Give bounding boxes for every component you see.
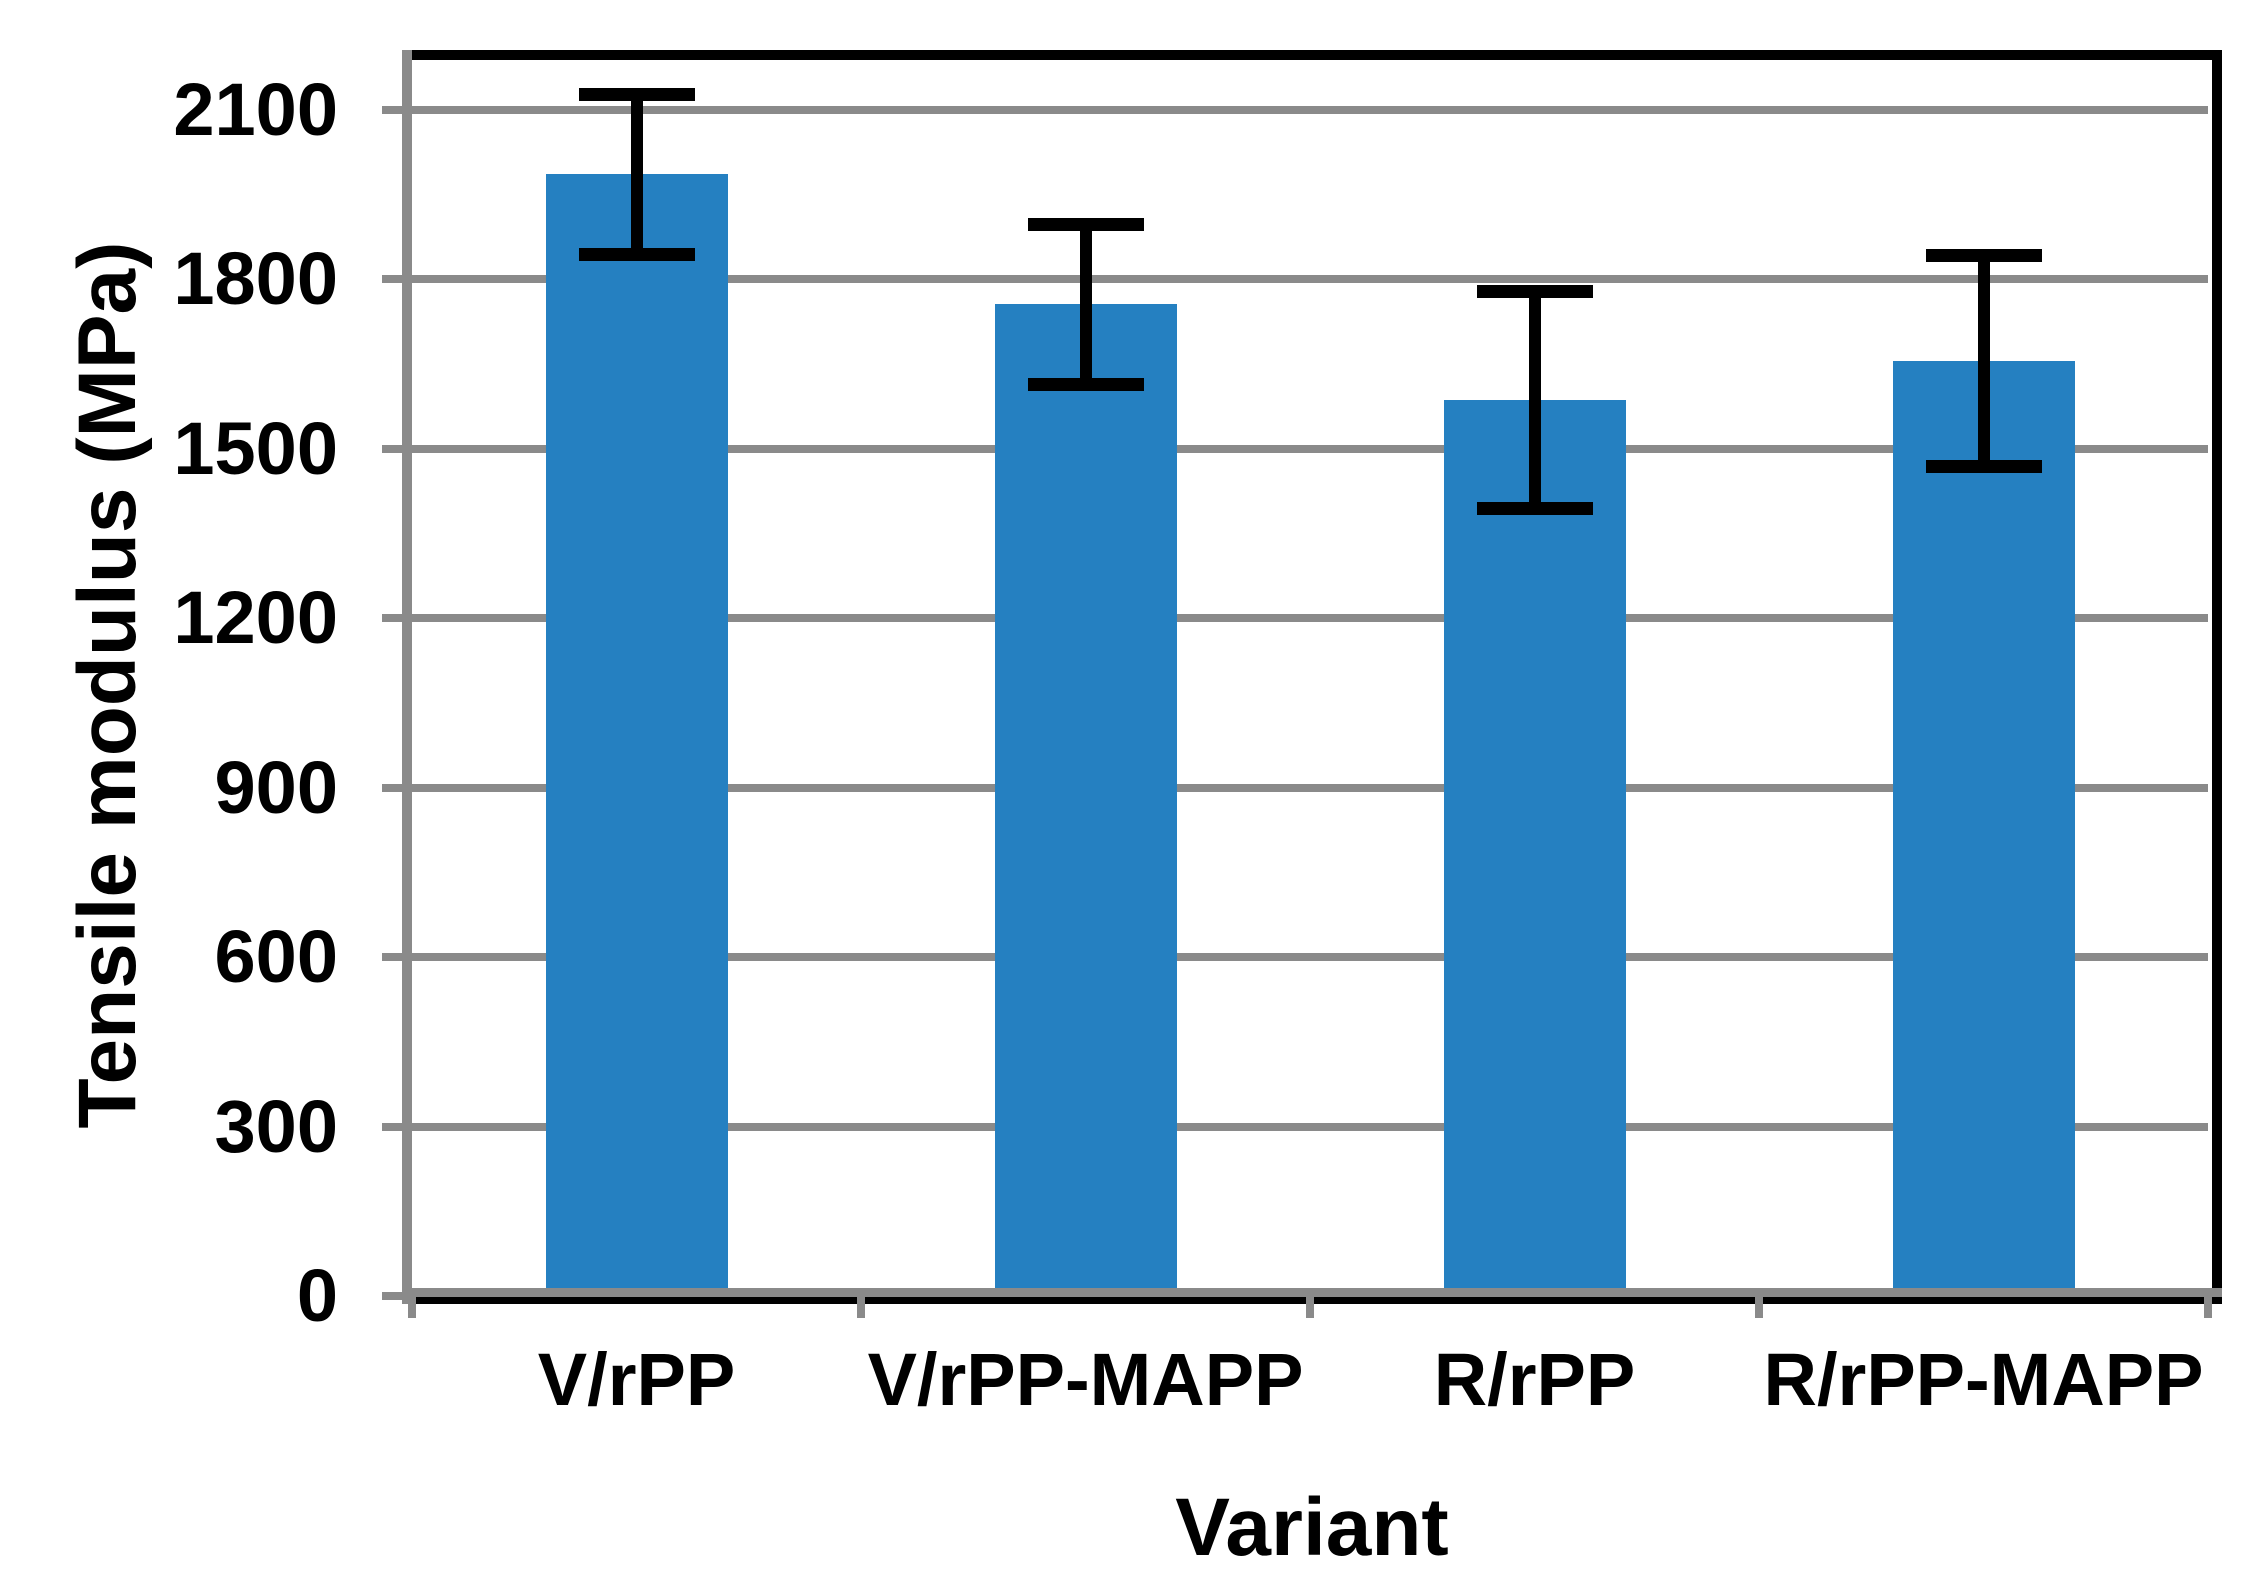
error-cap-top-v-rpp <box>578 87 695 101</box>
error-cap-bottom-v-rpp-mapp <box>1027 378 1144 392</box>
x-tick-label-v-rpp: V/rPP <box>537 1338 736 1421</box>
y-tick-label-1500: 1500 <box>173 406 338 490</box>
x-tick-4 <box>2204 1296 2212 1318</box>
gridline-1200 <box>412 614 2208 622</box>
error-cap-top-v-rpp-mapp <box>1027 217 1144 231</box>
error-cap-top-r-rpp-mapp <box>1925 248 2042 262</box>
x-tick-0 <box>408 1296 416 1318</box>
error-cap-bottom-r-rpp-mapp <box>1925 460 2042 474</box>
y-tick-label-600: 600 <box>214 915 338 998</box>
y-tick-label-1200: 1200 <box>173 576 338 659</box>
y-tick-2100 <box>382 105 412 114</box>
gridline-600 <box>412 953 2208 961</box>
x-tick-1 <box>857 1296 865 1318</box>
y-tick-300 <box>382 1122 412 1131</box>
gridline-1500 <box>412 444 2208 453</box>
x-tick-3 <box>1755 1296 1763 1318</box>
y-tick-label-2100: 2100 <box>173 67 338 151</box>
error-bar-r-rpp <box>1528 287 1541 514</box>
gridline-1800 <box>412 275 2208 283</box>
bar-v-rpp <box>545 174 728 1288</box>
error-cap-top-r-rpp <box>1476 285 1593 299</box>
y-tick-1500 <box>382 444 412 453</box>
error-bar-r-rpp-mapp <box>1977 250 1990 472</box>
y-tick-0 <box>382 1292 412 1300</box>
y-tick-1800 <box>382 275 412 283</box>
x-tick-label-r-rpp: R/rPP <box>1433 1338 1636 1421</box>
gridline-2100 <box>412 105 2208 114</box>
bar-r-rpp <box>1443 400 1626 1288</box>
error-cap-bottom-v-rpp <box>578 248 695 262</box>
y-tick-label-1800: 1800 <box>173 237 338 320</box>
y-tick-900 <box>382 783 412 792</box>
y-tick-1200 <box>382 614 412 622</box>
y-tick-label-900: 900 <box>214 745 338 829</box>
gridline-900 <box>412 783 2208 792</box>
error-bar-v-rpp <box>630 89 643 260</box>
y-axis-title: Tensile modulus (MPa) <box>62 241 153 1129</box>
bar-v-rpp-mapp <box>994 304 1177 1288</box>
y-tick-label-300: 300 <box>214 1084 338 1168</box>
error-bar-v-rpp-mapp <box>1079 219 1092 390</box>
y-tick-600 <box>382 953 412 961</box>
x-axis-line <box>402 1288 2222 1297</box>
x-tick-label-r-rpp-mapp: R/rPP-MAPP <box>1763 1338 2204 1421</box>
x-tick-label-v-rpp-mapp: V/rPP-MAPP <box>867 1338 1304 1421</box>
error-cap-bottom-r-rpp <box>1476 502 1593 516</box>
gridline-300 <box>412 1122 2208 1131</box>
y-tick-label-0: 0 <box>296 1254 338 1337</box>
x-tick-2 <box>1306 1296 1314 1318</box>
bar-r-rpp-mapp <box>1892 360 2075 1288</box>
y-axis-line <box>402 50 412 1304</box>
x-axis-title: Variant <box>1175 1482 1449 1573</box>
